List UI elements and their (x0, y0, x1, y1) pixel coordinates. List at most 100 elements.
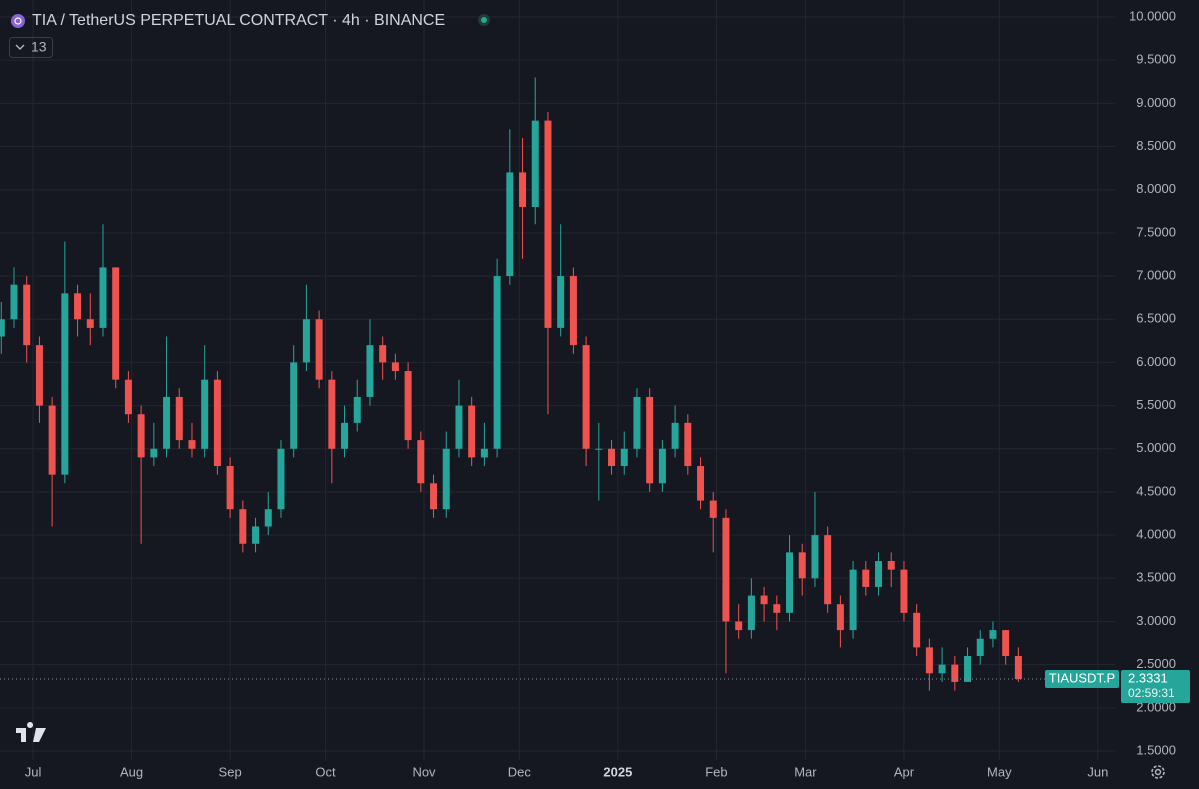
price-label-box (1121, 670, 1190, 704)
candle-body (519, 172, 527, 207)
candle-body (480, 448, 488, 458)
x-tick-label: Feb (705, 764, 727, 779)
x-tick-label: May (987, 764, 1012, 779)
candle-body (302, 319, 310, 363)
candle-body (404, 371, 412, 441)
y-tick-label: 6.5000 (1136, 311, 1176, 326)
x-tick-label: Mar (794, 764, 817, 779)
candle-body (887, 561, 895, 570)
candle-body (1014, 656, 1022, 680)
candle-body (239, 509, 247, 544)
candle-body (442, 448, 450, 510)
candle-body (0, 319, 5, 337)
symbol-label: TIAUSDT.P (1049, 670, 1115, 685)
candle-body (862, 569, 870, 587)
overlay: TIA / TetherUS PERPETUAL CONTRACT · 4h ·… (0, 8, 1190, 779)
candle-body (188, 440, 196, 449)
candle-body (35, 345, 43, 406)
candle-body (277, 448, 285, 510)
symbol-icon (11, 14, 25, 28)
y-tick-label: 9.0000 (1136, 95, 1176, 110)
y-tick-label: 8.0000 (1136, 181, 1176, 196)
candle-body (506, 172, 514, 277)
status-dot (481, 17, 487, 23)
candle-body (430, 483, 438, 510)
candle-body (951, 664, 959, 682)
candle-body (124, 379, 132, 415)
candle-body (569, 276, 577, 346)
x-tick-label: Apr (894, 764, 915, 779)
candle-body (112, 267, 120, 380)
candle-body (811, 535, 819, 579)
y-tick-label: 3.5000 (1136, 570, 1176, 585)
candle-body (290, 362, 298, 449)
symbol-icon-inner (14, 17, 22, 25)
candle-body (913, 612, 921, 648)
candle-body (925, 647, 933, 674)
candle-body (989, 630, 997, 639)
y-tick-label: 5.5000 (1136, 397, 1176, 412)
x-tick-label: Dec (508, 764, 532, 779)
candle-body (658, 448, 666, 484)
tradingview-logo[interactable] (16, 722, 46, 742)
candle-body (252, 526, 260, 544)
candle-body (315, 319, 323, 380)
symbol-label-box (1045, 670, 1119, 689)
y-tick-label: 3.0000 (1136, 613, 1176, 628)
candle-body (264, 509, 272, 527)
indicator-toggle[interactable] (9, 37, 53, 58)
candle-body (633, 396, 641, 449)
settings-icon[interactable] (1151, 765, 1165, 779)
candle-body (1002, 630, 1010, 657)
candle-body (747, 595, 755, 631)
candle-body (735, 621, 743, 631)
candle-body (163, 396, 171, 449)
candle-body (760, 595, 768, 605)
candle-body (786, 552, 794, 613)
candle-body (531, 120, 539, 207)
indicator-count: 13 (31, 39, 47, 55)
candle-body (417, 440, 425, 484)
candle-body (722, 517, 730, 622)
y-tick-label: 4.0000 (1136, 527, 1176, 542)
candle-body (964, 656, 972, 682)
candle-body (226, 466, 234, 510)
candle-body (620, 448, 628, 467)
candle-body (976, 638, 984, 657)
x-tick-label: Nov (412, 764, 436, 779)
candle-body (137, 414, 145, 458)
candle-body (671, 422, 679, 449)
y-tick-label: 6.0000 (1136, 354, 1176, 369)
x-tick-label: Aug (120, 764, 143, 779)
candle-body (201, 379, 209, 449)
y-tick-label: 7.0000 (1136, 267, 1176, 282)
candle-body (391, 362, 399, 372)
candle-body (875, 561, 883, 587)
candle-body (697, 466, 705, 501)
y-tick-label: 10.0000 (1129, 8, 1176, 23)
chart-title: TIA / TetherUS PERPETUAL CONTRACT · 4h ·… (32, 12, 445, 29)
candle-body (48, 405, 56, 475)
candle-body (468, 405, 476, 458)
candle-body (557, 276, 565, 328)
candle-body (608, 448, 616, 467)
candle-body (353, 396, 361, 423)
candle-body (74, 293, 82, 320)
candle-body (99, 267, 107, 328)
candle-body (582, 345, 590, 449)
x-tick-label: Jun (1087, 764, 1108, 779)
candles (0, 77, 1022, 691)
candle-body (175, 396, 183, 441)
candle-body (23, 284, 31, 346)
candle-body (379, 345, 387, 363)
candle-body (824, 535, 832, 605)
candle-body (455, 405, 463, 449)
y-tick-label: 7.5000 (1136, 224, 1176, 239)
candle-body (341, 422, 349, 449)
candle-body (328, 379, 336, 449)
candle-body (900, 569, 908, 613)
candle-body (544, 120, 552, 328)
candle-body (61, 293, 69, 475)
candle-body (938, 664, 946, 674)
